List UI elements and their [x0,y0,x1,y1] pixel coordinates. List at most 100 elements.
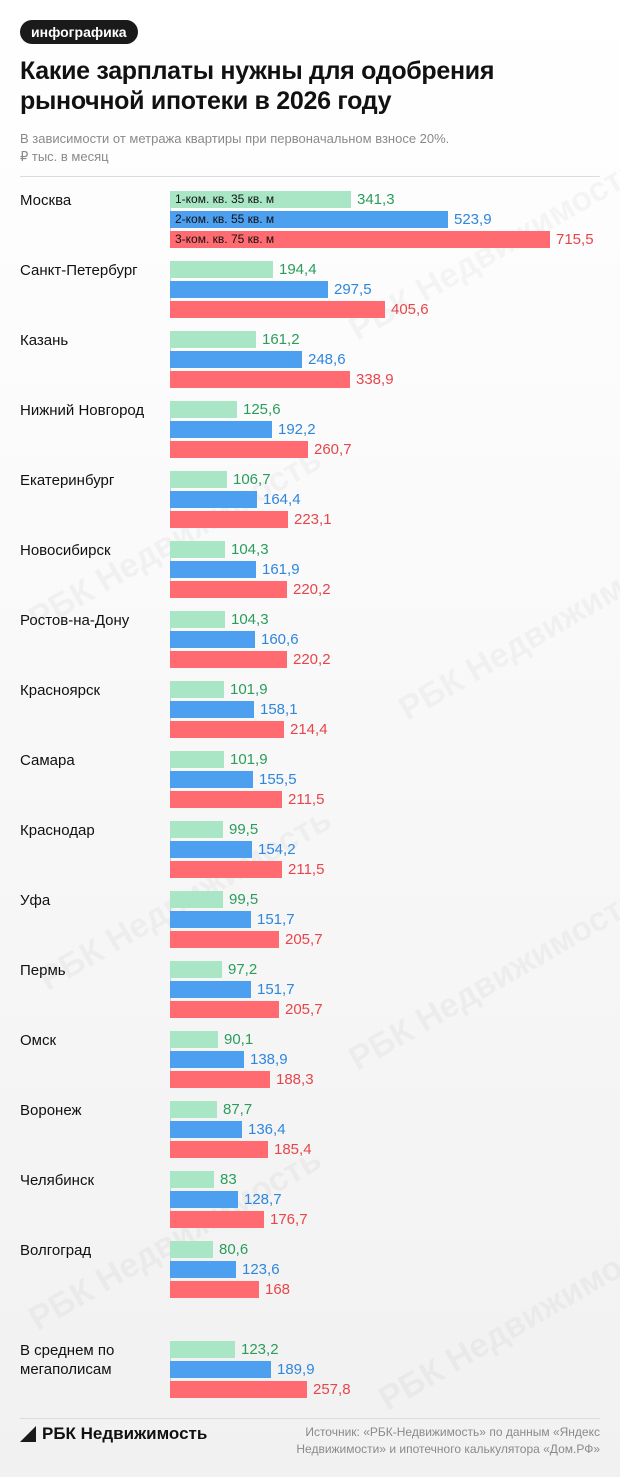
bar [170,631,255,648]
bar [170,1141,268,1158]
bar [170,1051,244,1068]
bar [170,1261,236,1278]
bar: 3-ком. кв. 75 кв. м [170,231,550,248]
data-label: 161,2 [262,331,300,348]
data-label: 90,1 [224,1031,254,1048]
brand-logo: РБК Недвижимость [20,1424,207,1444]
data-label: 185,4 [274,1141,312,1158]
data-label: 99,5 [229,821,259,838]
data-label: 101,9 [230,751,268,768]
bar [170,281,328,298]
unit-text: ₽ тыс. в месяц [20,149,109,164]
data-label: 87,7 [223,1101,253,1118]
data-label: 257,8 [313,1381,351,1398]
bar [170,1381,307,1398]
bar [170,891,223,908]
legend-label: 2-ком. кв. 55 кв. м [175,212,275,226]
category-label: Челябинск [20,1172,95,1189]
data-label: 205,7 [285,1001,323,1018]
data-label: 161,9 [262,561,300,578]
data-label: 97,2 [228,961,258,978]
data-label: 297,5 [334,281,372,298]
data-label: 158,1 [260,701,298,718]
bar [170,401,237,418]
watermark-text: РБК Недвижимость [372,1220,620,1419]
category-label: Воронеж [20,1102,82,1119]
data-label: 138,9 [250,1051,288,1068]
category-label: Краснодар [20,822,95,839]
header-divider [20,176,600,177]
category-label: Уфа [20,892,51,909]
data-label: 80,6 [219,1241,249,1258]
bar [170,1241,213,1258]
data-label: 168 [265,1281,291,1298]
watermark-text: РБК Недвижимость [342,880,620,1079]
data-label: 128,7 [244,1191,282,1208]
data-label: 83 [220,1171,237,1188]
data-label: 220,2 [293,651,331,668]
bar [170,541,225,558]
brand-name: РБК Недвижимость [42,1424,208,1443]
source-note: Источник: «РБК-Недвижимость» по данным «… [296,1425,600,1456]
data-label: 405,6 [391,301,429,318]
data-label: 99,5 [229,891,259,908]
bar [170,841,252,858]
bar [170,441,308,458]
chart-title: Какие зарплаты нужны для одобрения рыноч… [20,57,495,115]
category-label: Самара [20,752,75,769]
data-label: 248,6 [308,351,346,368]
bar [170,681,224,698]
watermark-text: РБК Недвижимость [392,530,620,729]
rbc-logo-icon [20,1426,36,1442]
data-label: 338,9 [356,371,394,388]
bar [170,911,251,928]
category-label: Омск [20,1032,57,1049]
bar [170,511,288,528]
data-label: 154,2 [258,841,296,858]
bar [170,1341,235,1358]
bar [170,471,227,488]
bar [170,1191,238,1208]
bar [170,1211,264,1228]
bar [170,1361,271,1378]
footer-divider [20,1418,600,1419]
data-label: 188,3 [276,1071,314,1088]
bar [170,301,385,318]
bar [170,331,256,348]
category-label: Красноярск [20,682,101,699]
data-label: 260,7 [314,441,352,458]
bar [170,351,302,368]
bar: 1-ком. кв. 35 кв. м [170,191,351,208]
bar [170,861,282,878]
bar [170,931,279,948]
data-label: 192,2 [278,421,316,438]
bar [170,821,223,838]
bar [170,651,287,668]
watermark-text: РБК Недвижимость [22,1140,328,1339]
bar [170,1031,218,1048]
data-label: 104,3 [231,541,269,558]
category-label: Пермь [20,962,66,979]
category-label: Санкт-Петербург [20,262,138,279]
infographic-badge: инфографика [20,20,138,44]
bar [170,751,224,768]
bar [170,1171,214,1188]
data-label: 160,6 [261,631,299,648]
data-label: 715,5 [556,231,594,248]
bar [170,1281,259,1298]
data-label: 136,4 [248,1121,286,1138]
data-label: 176,7 [270,1211,308,1228]
data-label: 189,9 [277,1361,315,1378]
data-label: 211,5 [288,791,325,808]
category-label: Казань [20,332,69,349]
bar [170,261,273,278]
subtitle-text: В зависимости от метража квартиры при пе… [20,131,450,146]
bar [170,371,350,388]
legend-label: 1-ком. кв. 35 кв. м [175,192,275,206]
bar [170,1071,270,1088]
data-label: 151,7 [257,911,295,928]
bar [170,1121,242,1138]
data-label: 223,1 [294,511,332,528]
category-label: Екатеринбург [20,472,115,489]
